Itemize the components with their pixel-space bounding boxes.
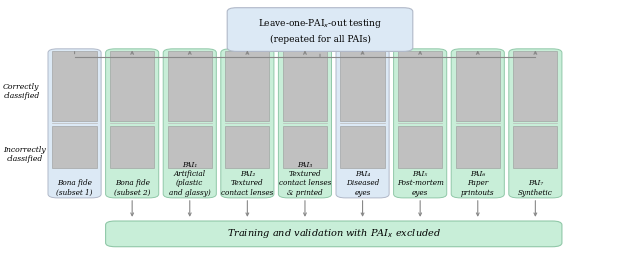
Bar bbox=[513, 51, 557, 121]
Text: Incorrectly
classified: Incorrectly classified bbox=[3, 146, 46, 163]
Text: Leave-one-PAI$_x$-out testing: Leave-one-PAI$_x$-out testing bbox=[258, 16, 382, 30]
Bar bbox=[340, 51, 385, 121]
Text: PAI₅
Post-mortem
eyes: PAI₅ Post-mortem eyes bbox=[397, 170, 444, 197]
Bar bbox=[52, 126, 97, 168]
Text: PAI₆
Paper
printouts: PAI₆ Paper printouts bbox=[461, 170, 495, 197]
FancyBboxPatch shape bbox=[163, 49, 216, 198]
Text: PAI₂
Textured
contact lenses: PAI₂ Textured contact lenses bbox=[221, 170, 273, 197]
FancyBboxPatch shape bbox=[106, 49, 159, 198]
FancyBboxPatch shape bbox=[221, 49, 274, 198]
Text: Training and validation with PAI$_x$ excluded: Training and validation with PAI$_x$ exc… bbox=[227, 227, 441, 240]
Bar bbox=[110, 126, 154, 168]
FancyBboxPatch shape bbox=[509, 49, 562, 198]
Bar bbox=[225, 51, 269, 121]
Text: Bona fide
(subset 2): Bona fide (subset 2) bbox=[114, 179, 150, 197]
Bar bbox=[52, 51, 97, 121]
FancyBboxPatch shape bbox=[106, 221, 562, 247]
Bar bbox=[110, 51, 154, 121]
FancyBboxPatch shape bbox=[336, 49, 389, 198]
FancyBboxPatch shape bbox=[394, 49, 447, 198]
Bar bbox=[456, 126, 500, 168]
FancyBboxPatch shape bbox=[227, 8, 413, 51]
Bar bbox=[283, 51, 327, 121]
Text: PAI₄
Diseased
eyes: PAI₄ Diseased eyes bbox=[346, 170, 379, 197]
Text: PAI₇
Synthetic: PAI₇ Synthetic bbox=[518, 179, 553, 197]
Bar bbox=[168, 126, 212, 168]
Bar bbox=[168, 51, 212, 121]
Bar bbox=[398, 51, 442, 121]
Text: PAI₃
Textured
contact lenses
& printed: PAI₃ Textured contact lenses & printed bbox=[279, 161, 331, 197]
FancyBboxPatch shape bbox=[278, 49, 332, 198]
FancyBboxPatch shape bbox=[451, 49, 504, 198]
FancyBboxPatch shape bbox=[48, 49, 101, 198]
Text: (repeated for all PAIs): (repeated for all PAIs) bbox=[269, 35, 371, 44]
Bar bbox=[283, 126, 327, 168]
Bar bbox=[513, 126, 557, 168]
Bar bbox=[225, 126, 269, 168]
Bar bbox=[456, 51, 500, 121]
Bar bbox=[398, 126, 442, 168]
Text: PAI₁
Artificial
(plastic
and glassy): PAI₁ Artificial (plastic and glassy) bbox=[169, 161, 211, 197]
Text: Correctly
classified: Correctly classified bbox=[3, 83, 40, 100]
Bar bbox=[340, 126, 385, 168]
Text: Bona fide
(subset 1): Bona fide (subset 1) bbox=[56, 179, 93, 197]
